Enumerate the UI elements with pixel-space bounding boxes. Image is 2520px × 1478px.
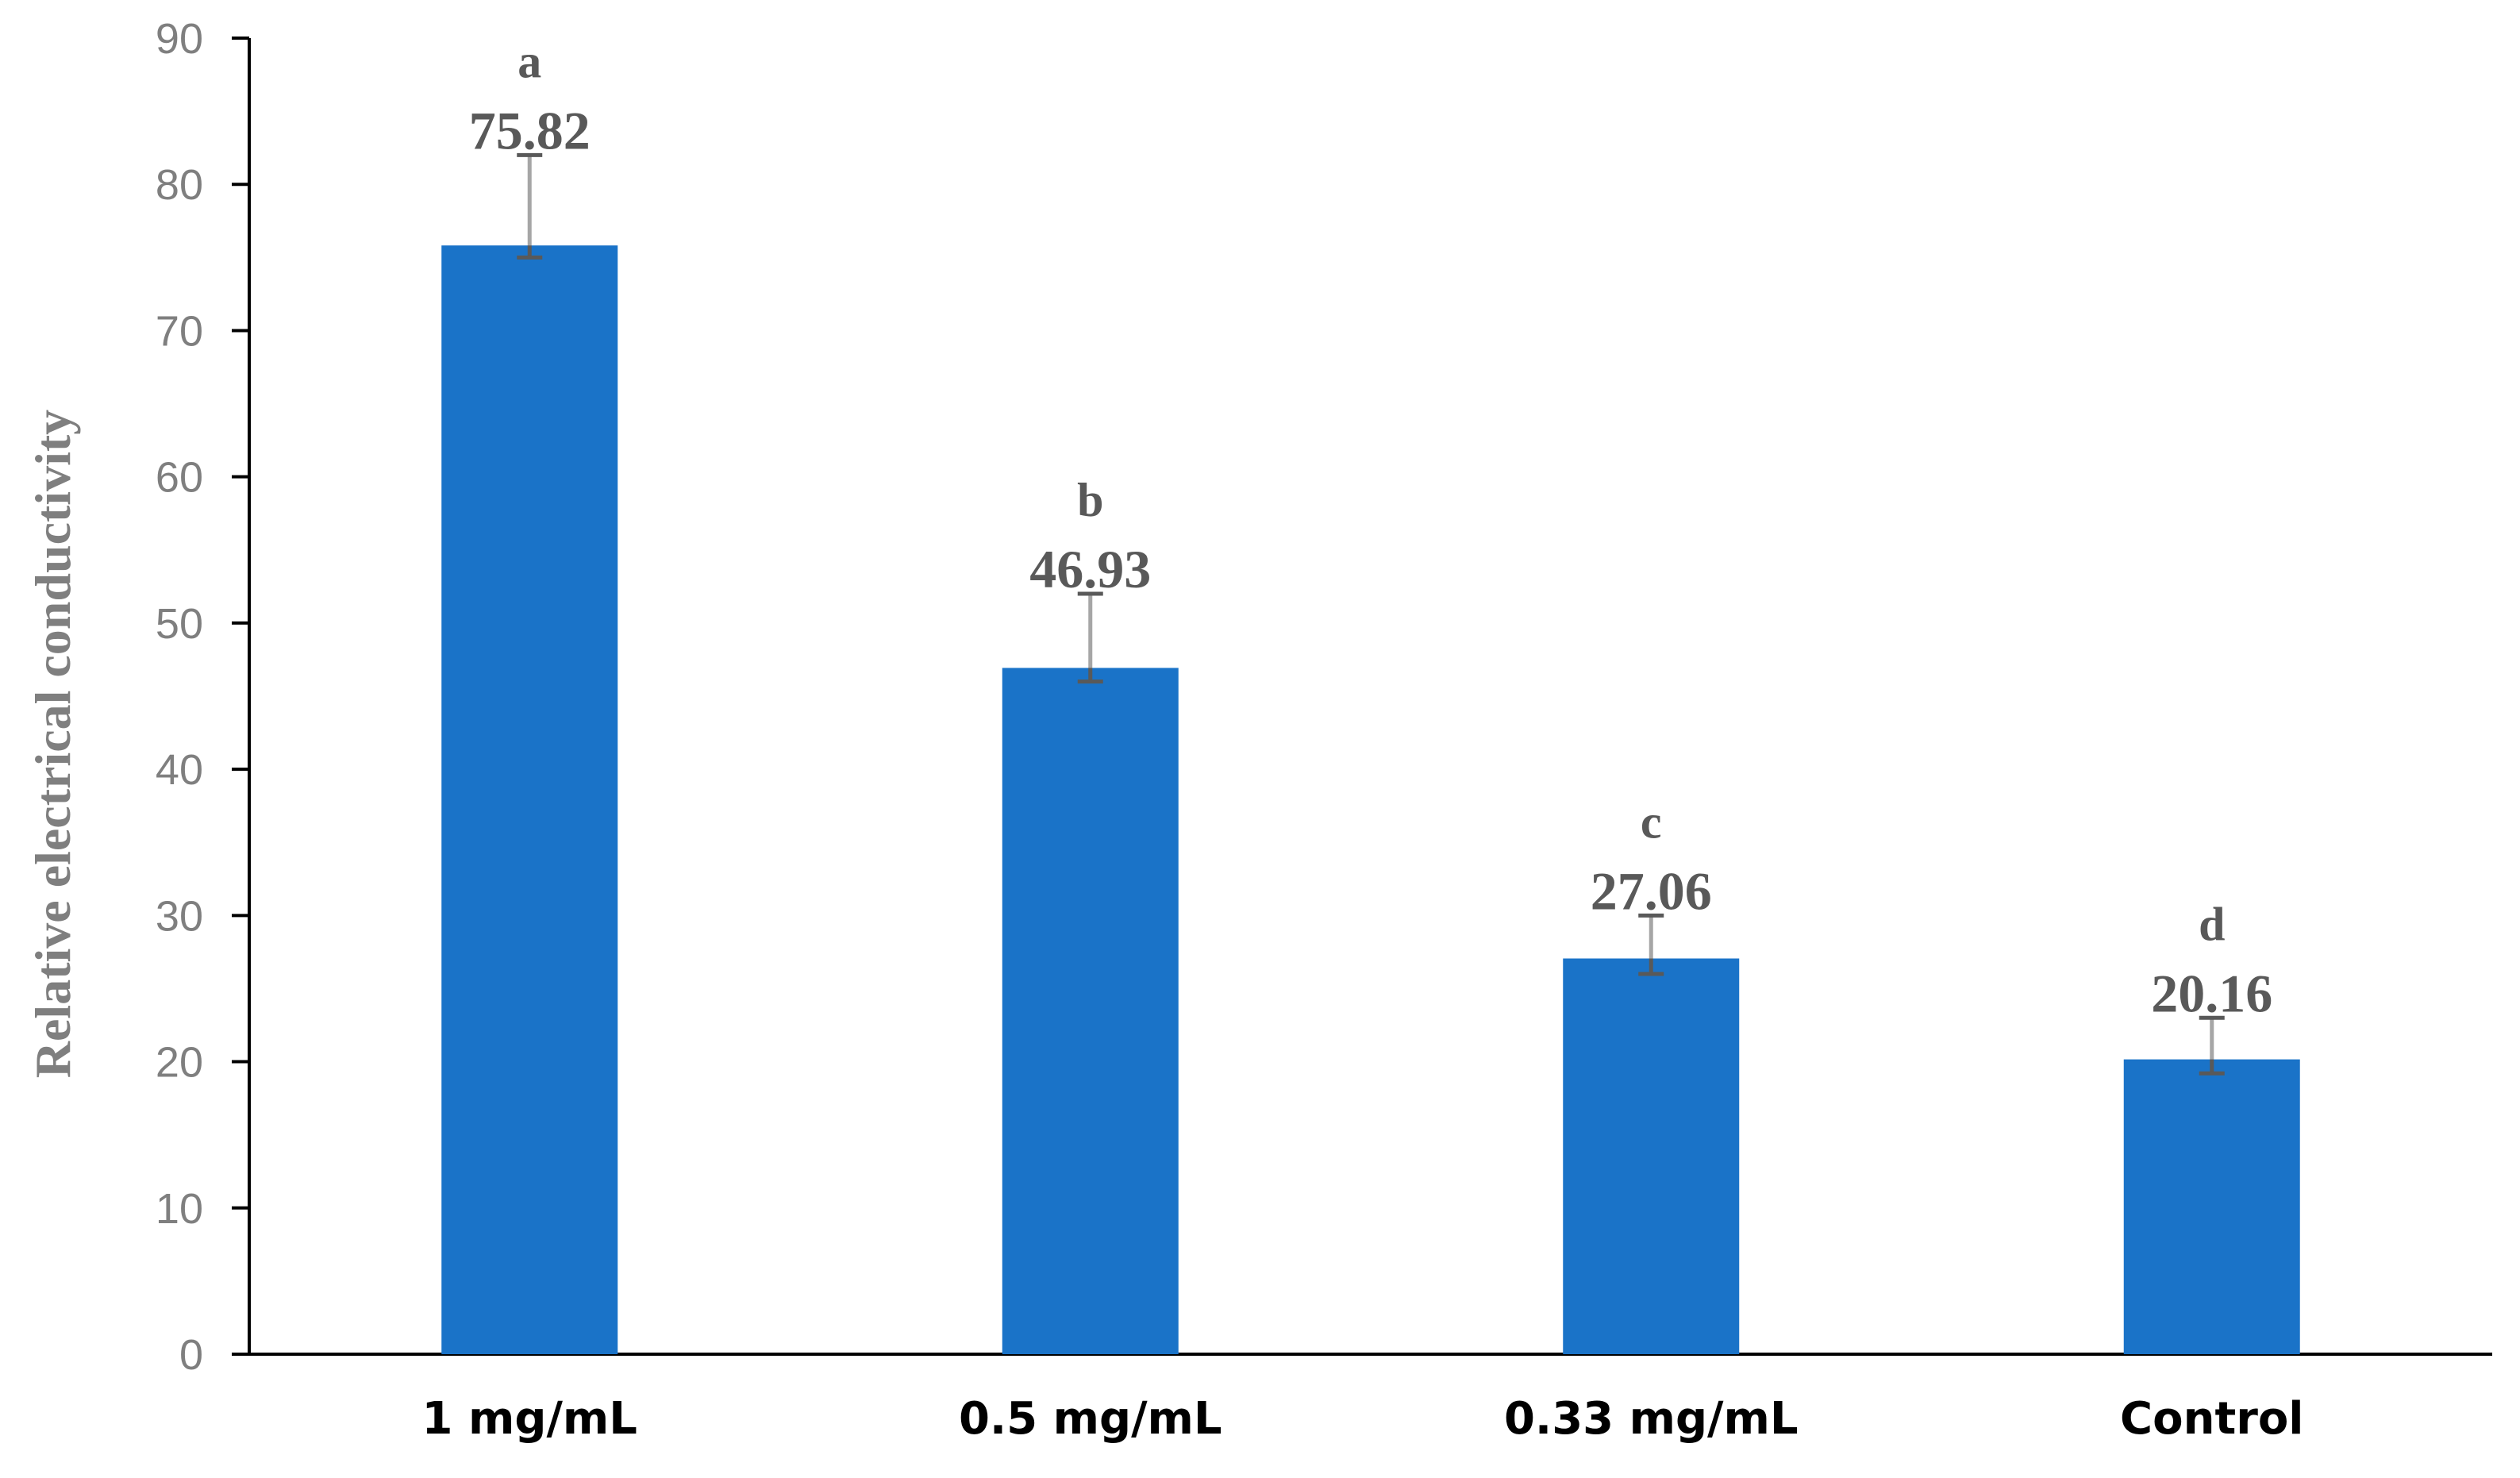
bars — [441, 245, 2300, 1355]
x-tick-label: 0.5 mg/mL — [959, 1393, 1222, 1445]
y-axis-title: Relative electrical conductivity — [25, 410, 81, 1078]
y-tick-label: 50 — [156, 600, 203, 648]
significance-letter: c — [1641, 795, 1662, 848]
data-label: 46.93 — [1029, 539, 1151, 599]
y-axis: 0 10 20 30 40 50 60 70 80 90 — [156, 15, 251, 1379]
significance-letter: d — [2199, 898, 2225, 950]
data-label: 27.06 — [1591, 860, 1712, 921]
y-tick-label: 20 — [156, 1039, 203, 1087]
x-tick-label: 0.33 mg/mL — [1504, 1393, 1799, 1445]
data-label: 20.16 — [2151, 963, 2272, 1023]
x-axis: 1 mg/mL 0.5 mg/mL 0.33 mg/mL Control — [249, 1353, 2492, 1445]
y-tick-label: 90 — [156, 15, 203, 63]
y-tick-label: 10 — [156, 1185, 203, 1233]
y-tick-label: 60 — [156, 454, 203, 502]
data-label: 75.82 — [469, 100, 591, 160]
error-bars — [517, 152, 2225, 1076]
significance-letter: b — [1077, 474, 1103, 526]
significance-letter: a — [517, 35, 541, 87]
x-tick-label: Control — [2120, 1393, 2304, 1445]
y-tick-label: 0 — [179, 1331, 203, 1379]
data-labels: 75.82 a 46.93 b 27.06 c 20.16 d — [469, 35, 2273, 1023]
y-tick-label: 70 — [156, 307, 203, 355]
y-tick-label: 30 — [156, 892, 203, 940]
bar — [2123, 1059, 2300, 1354]
bar — [441, 245, 618, 1355]
y-tick-label: 40 — [156, 746, 203, 794]
bar — [1002, 668, 1179, 1354]
y-tick-label: 80 — [156, 161, 203, 209]
bar — [1563, 958, 1740, 1354]
x-tick-label: 1 mg/mL — [422, 1393, 637, 1445]
